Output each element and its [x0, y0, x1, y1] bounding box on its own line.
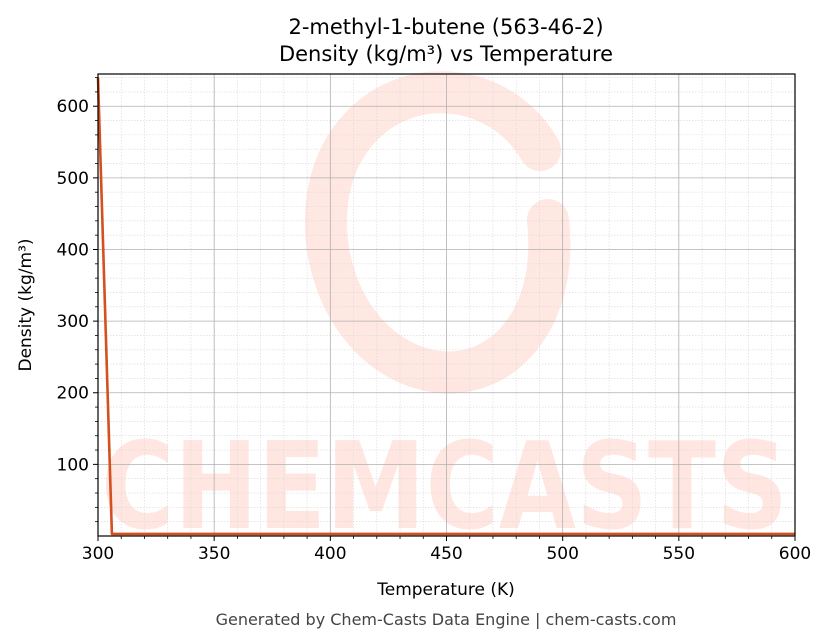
- y-tick-label: 300: [57, 312, 89, 332]
- chemcasts-watermark: CHEMCASTS: [101, 71, 788, 557]
- chart-title-line1: 2-methyl-1-butene (563-46-2): [288, 15, 603, 39]
- footer-credit: Generated by Chem-Casts Data Engine | ch…: [216, 610, 677, 629]
- major-grid: [98, 74, 795, 536]
- x-axis-label: Temperature (K): [376, 580, 515, 600]
- y-tick-label: 500: [57, 169, 89, 189]
- y-tick-label: 200: [57, 384, 89, 404]
- density-series-line: [96, 77, 795, 536]
- y-tick-label: 600: [57, 97, 89, 117]
- x-tick-label: 550: [663, 544, 695, 564]
- y-tick-label: 400: [57, 240, 89, 260]
- watermark-logo-ring: [304, 71, 571, 394]
- x-tick-label: 350: [198, 544, 230, 564]
- y-tick-label: 100: [57, 455, 89, 475]
- x-tick-label: 500: [546, 544, 578, 564]
- x-tick-label: 600: [779, 544, 811, 564]
- x-tick-label: 450: [430, 544, 462, 564]
- axis-ticks: 300 350 400 450 500 550 600 100 200 300 400 500 600: [57, 77, 811, 564]
- chart-title-line2: Density (kg/m³) vs Temperature: [279, 42, 613, 66]
- x-tick-label: 300: [82, 544, 114, 564]
- x-tick-label: 400: [314, 544, 346, 564]
- y-axis-label: Density (kg/m³): [16, 238, 36, 371]
- series-layer: [96, 77, 795, 536]
